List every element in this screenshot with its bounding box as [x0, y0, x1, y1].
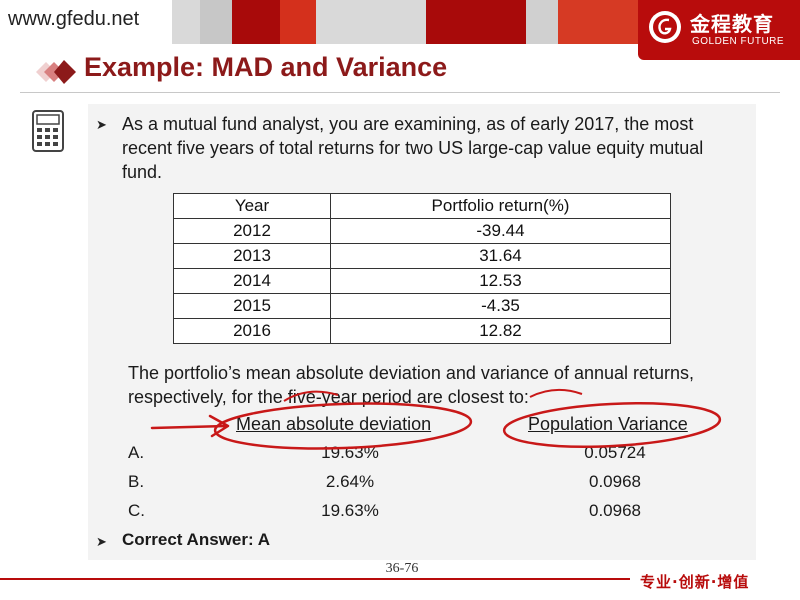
brand-name-cn: 金程教育	[690, 12, 774, 36]
year-cell: 2013	[173, 243, 331, 269]
bullet-arrow-icon: ➤	[96, 118, 107, 133]
site-url: www.gfedu.net	[8, 8, 140, 30]
bullet-arrow-icon: ➤	[96, 535, 107, 550]
option-mad-value: 2.64%	[325, 472, 375, 491]
option-label: C.	[128, 501, 145, 520]
return-cell: -39.44	[330, 218, 671, 244]
intro-text: As a mutual fund analyst, you are examin…	[122, 114, 704, 182]
column-header-year: Year	[173, 193, 331, 219]
table-row: 2012 -39.44	[173, 218, 671, 244]
banner-strip	[172, 0, 200, 44]
diamond-title-icon	[36, 60, 76, 84]
return-cell: -4.35	[330, 293, 671, 319]
option-variance-value: 0.0968	[589, 501, 641, 520]
year-cell: 2016	[173, 318, 331, 344]
table-row: 2014 12.53	[173, 268, 671, 294]
brand-block: 金程教育 GOLDEN FUTURE	[638, 0, 800, 60]
calculator-icon	[32, 110, 64, 152]
table-row: 2013 31.64	[173, 243, 671, 269]
year-cell: 2014	[173, 268, 331, 294]
year-cell: 2015	[173, 293, 331, 319]
column-header-return: Portfolio return(%)	[330, 193, 671, 219]
mad-column-header: Mean absolute deviation	[236, 414, 432, 434]
banner-strip	[316, 0, 426, 44]
correct-answer: Correct Answer: A	[122, 530, 270, 549]
brand-name-en: GOLDEN FUTURE	[692, 36, 785, 47]
title-divider	[20, 92, 780, 93]
year-cell: 2012	[173, 218, 331, 244]
question-text: The portfolio’s mean absolute deviation …	[128, 363, 695, 407]
banner-strip	[232, 0, 280, 44]
golden-future-logo-icon	[649, 11, 681, 43]
page-number: 36-76	[385, 561, 419, 576]
table-row: 2015 -4.35	[173, 293, 671, 319]
footer-divider	[0, 578, 630, 580]
slide-title: Example: MAD and Variance	[84, 52, 448, 82]
banner-strip	[558, 0, 638, 44]
option-variance-value: 0.0968	[589, 472, 641, 491]
return-cell: 12.53	[330, 268, 671, 294]
variance-column-header: Population Variance	[528, 414, 688, 434]
footer-slogan: 专业·创新·增值	[640, 573, 750, 591]
table-header-row: Year Portfolio return(%)	[173, 193, 671, 219]
returns-table: Year Portfolio return(%) 2012 -39.44 201…	[173, 193, 671, 344]
banner-strip	[526, 0, 558, 44]
banner-strip	[200, 0, 232, 44]
option-label: B.	[128, 472, 145, 491]
option-mad-value: 19.63%	[321, 501, 379, 520]
return-cell: 31.64	[330, 243, 671, 269]
table-row: 2016 12.82	[173, 318, 671, 344]
banner-strip	[280, 0, 316, 44]
option-mad-value: 19.63%	[321, 443, 379, 462]
option-variance-value: 0.05724	[584, 443, 646, 462]
option-label: A.	[128, 443, 145, 462]
banner-strip	[426, 0, 526, 44]
return-cell: 12.82	[330, 318, 671, 344]
